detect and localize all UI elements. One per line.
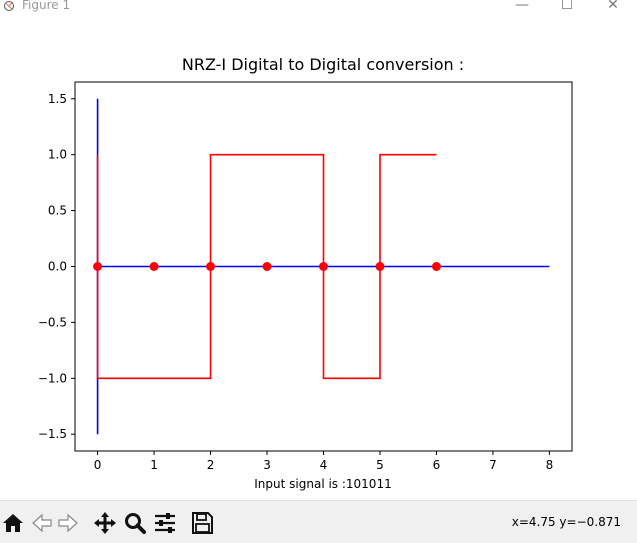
cursor-coordinates: x=4.75 y=−0.871 <box>511 515 621 529</box>
x-tick-label: 4 <box>320 458 328 472</box>
y-tick-label: −0.5 <box>38 315 67 329</box>
x-axis-label: Input signal is :101011 <box>254 477 391 491</box>
x-tick-label: 2 <box>207 458 215 472</box>
signal-marker <box>375 262 385 271</box>
signal-marker <box>206 262 216 271</box>
y-tick-label: 1.5 <box>48 92 67 106</box>
x-tick-label: 7 <box>489 458 497 472</box>
signal-marker <box>319 262 328 271</box>
zoom-icon[interactable] <box>122 510 148 536</box>
window-title: Figure 1 <box>22 0 71 12</box>
signal-step-series <box>96 153 437 380</box>
x-tick-label: 3 <box>263 458 271 472</box>
pan-icon[interactable] <box>92 510 118 536</box>
signal-marker <box>93 262 103 271</box>
home-icon[interactable] <box>0 510 26 536</box>
maximize-button[interactable]: ☐ <box>560 0 574 13</box>
chart-title: NRZ-I Digital to Digital conversion : <box>182 55 464 74</box>
x-tick-label: 5 <box>376 458 384 472</box>
y-tick-label: 1.0 <box>48 148 67 162</box>
window-titlebar: Figure 1 — ☐ ✕ <box>0 0 637 14</box>
y-tick-label: 0.5 <box>48 204 67 218</box>
matplotlib-app-icon <box>4 1 14 11</box>
back-arrow-icon[interactable] <box>29 510 55 536</box>
minimize-button[interactable]: — <box>515 0 529 13</box>
figure-canvas[interactable]: NRZ-I Digital to Digital conversion : In… <box>0 14 637 500</box>
configure-subplots-icon[interactable] <box>152 510 178 536</box>
x-tick-label: 1 <box>150 458 158 472</box>
signal-marker <box>431 262 441 271</box>
save-icon[interactable] <box>189 510 215 536</box>
chart: NRZ-I Digital to Digital conversion : In… <box>38 55 573 491</box>
y-tick-label: 0.0 <box>48 260 67 274</box>
x-tick-label: 0 <box>94 458 102 472</box>
x-tick-label: 8 <box>546 458 554 472</box>
y-tick-label: −1.5 <box>38 427 67 441</box>
signal-marker <box>149 262 159 271</box>
close-button[interactable]: ✕ <box>607 0 619 13</box>
signal-marker <box>262 262 272 271</box>
x-tick-label: 6 <box>433 458 441 472</box>
navigation-toolbar: x=4.75 y=−0.871 <box>0 500 637 543</box>
forward-arrow-icon[interactable] <box>55 510 81 536</box>
y-tick-label: −1.0 <box>38 371 67 385</box>
